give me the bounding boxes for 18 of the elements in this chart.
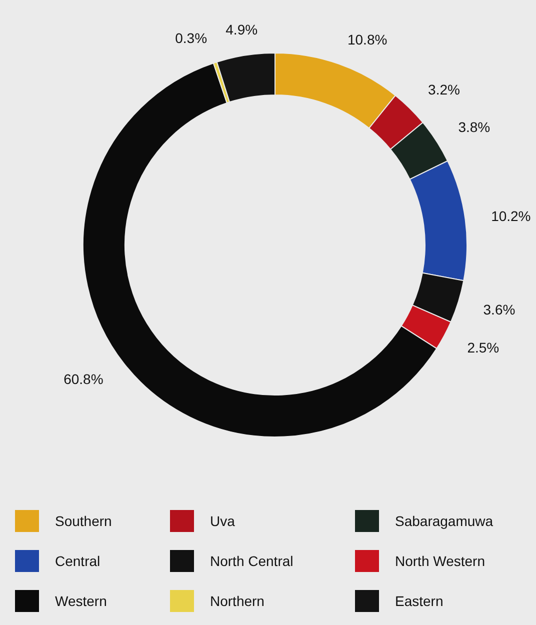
legend-label: Southern	[55, 512, 112, 529]
data-label: 3.6%	[483, 301, 516, 318]
data-label: 3.2%	[428, 82, 460, 98]
legend-label: Uva	[210, 512, 236, 529]
legend-label: North Western	[395, 552, 485, 569]
legend-label: Sabaragamuwa	[395, 512, 494, 529]
legend-label: North Central	[210, 552, 294, 569]
legend-label: Northern	[210, 592, 264, 609]
data-label: 60.8%	[64, 371, 104, 388]
data-label: 2.5%	[467, 340, 500, 356]
data-label: 10.8%	[347, 31, 388, 48]
data-label: 3.8%	[458, 118, 490, 135]
legend-label: Central	[55, 552, 100, 569]
data-label: 0.3%	[175, 30, 208, 46]
data-label: 10.2%	[491, 208, 531, 224]
legend-label: Eastern	[395, 592, 444, 609]
data-label: 4.9%	[226, 21, 258, 38]
legend-label: Western	[55, 592, 107, 609]
